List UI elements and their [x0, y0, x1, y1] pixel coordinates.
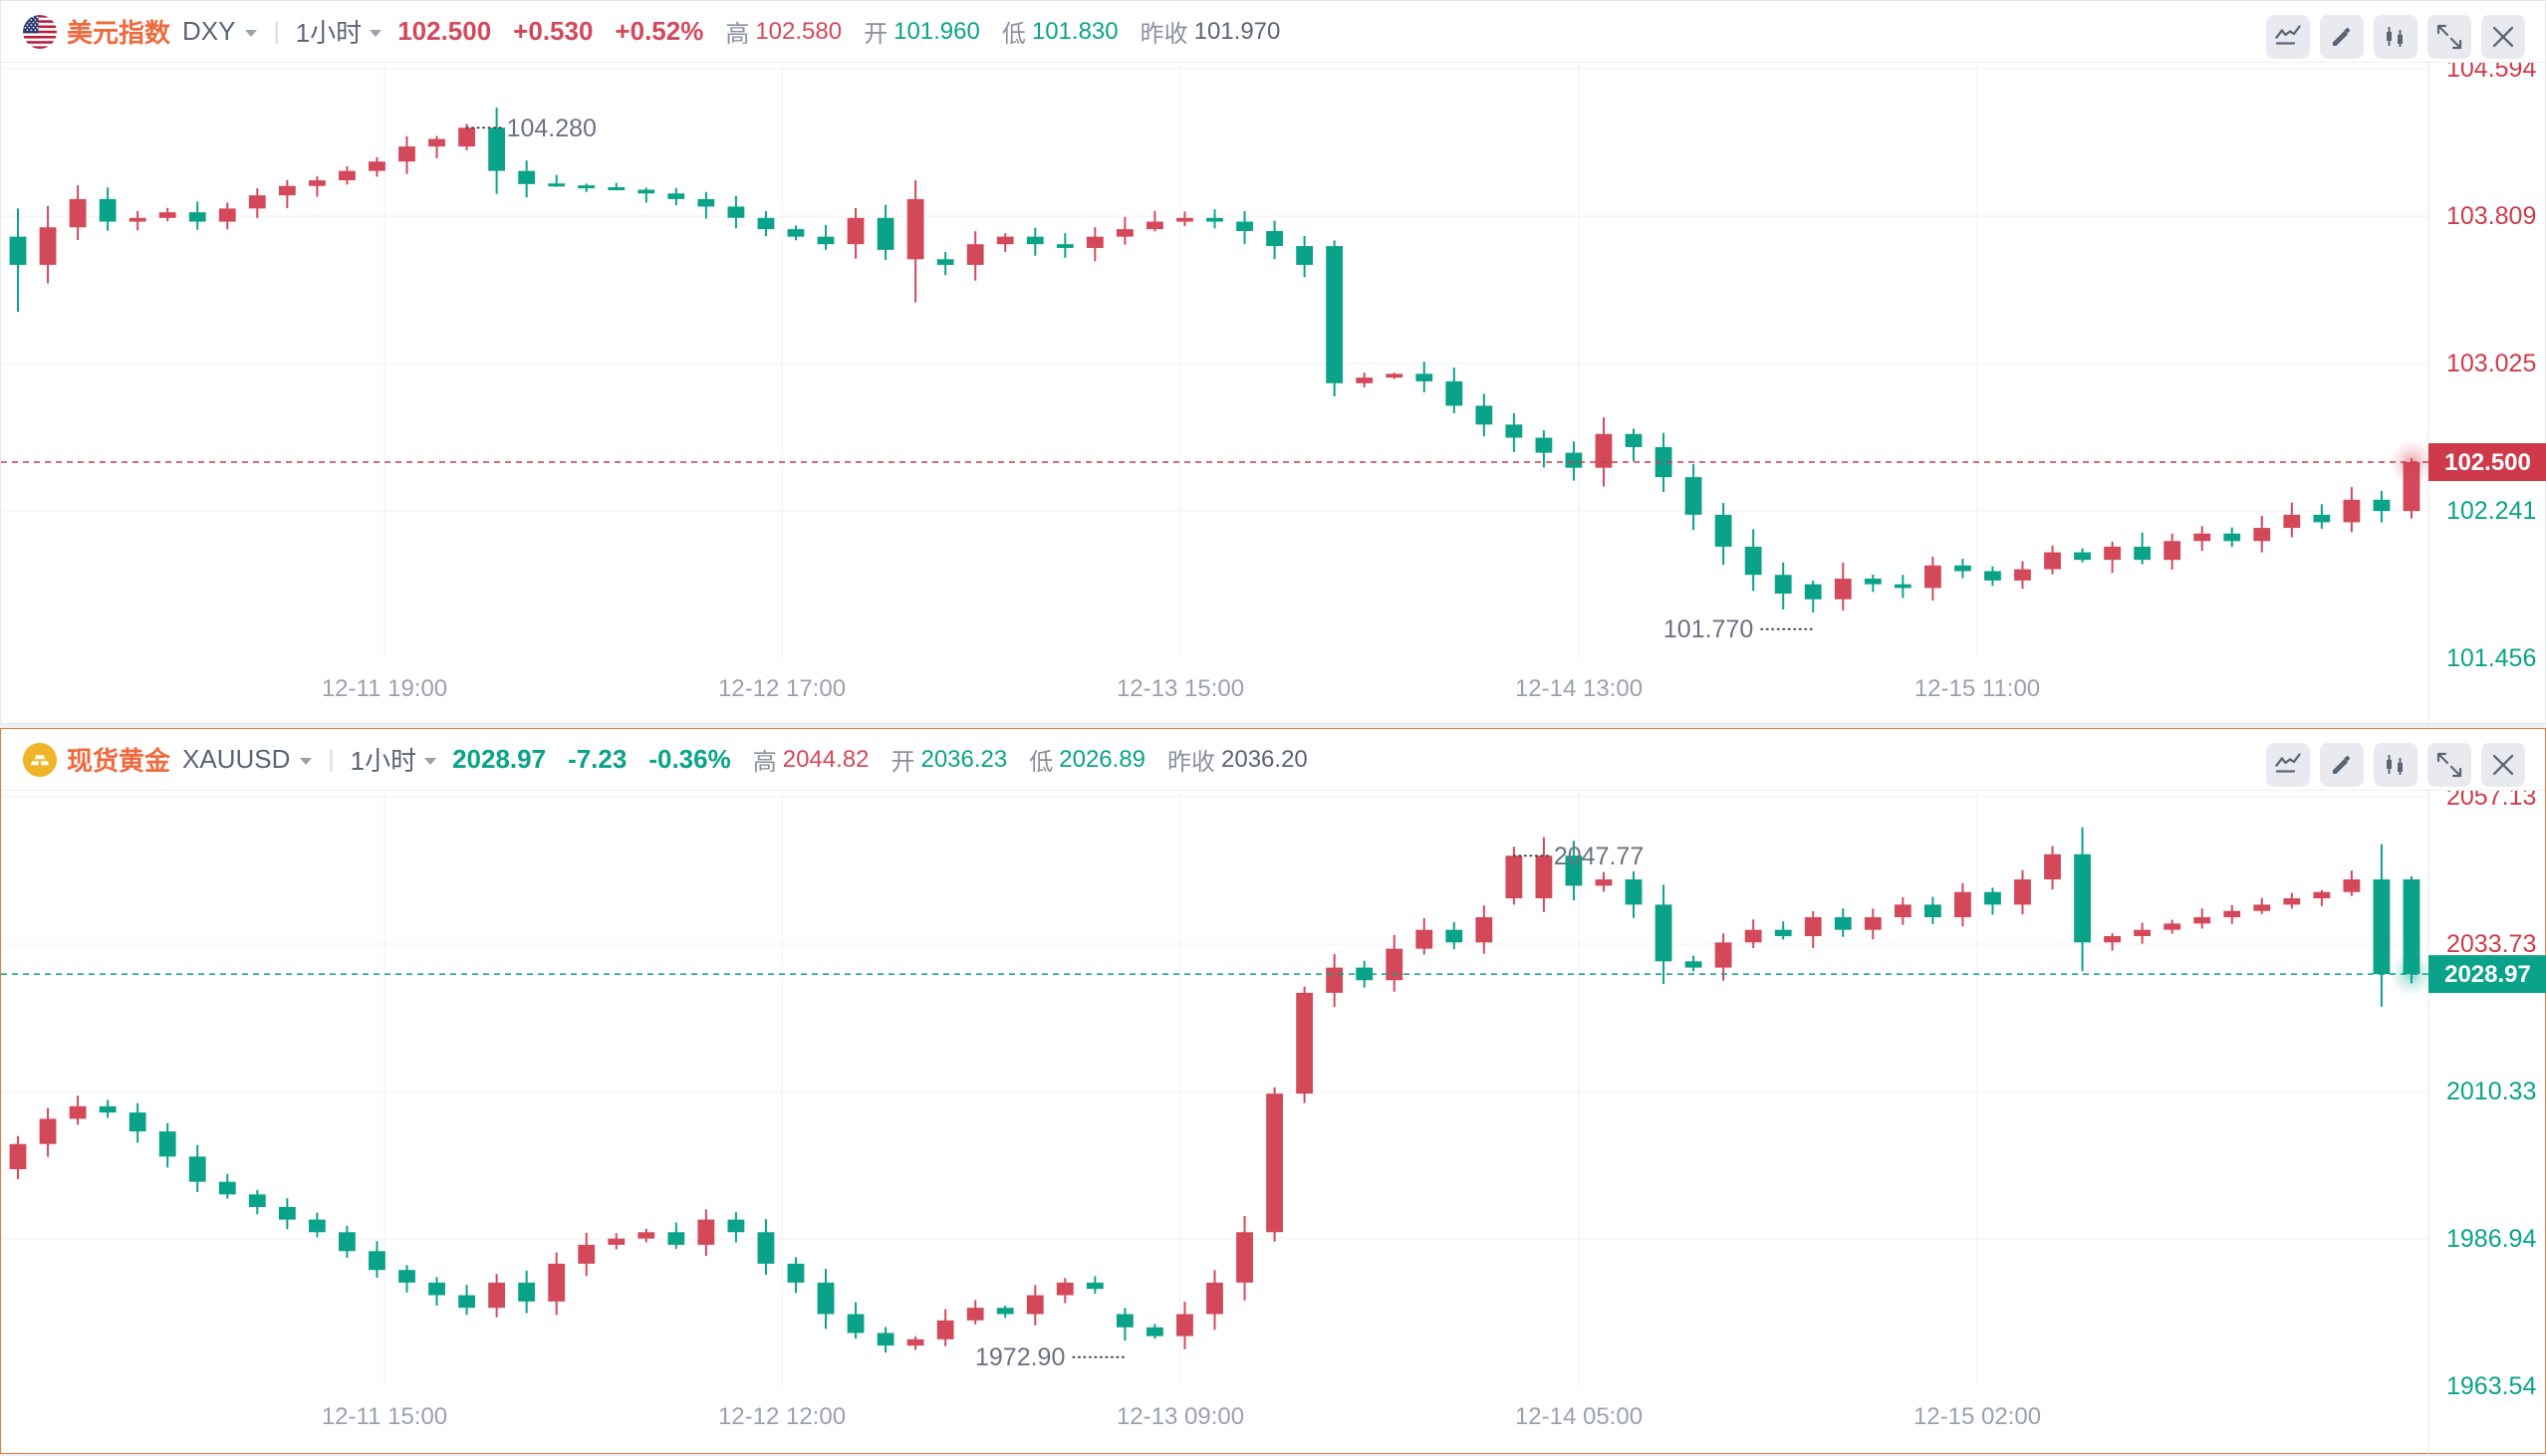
svg-text:103.809: 103.809 [2446, 202, 2536, 230]
svg-text:2033.73: 2033.73 [2446, 930, 2536, 958]
svg-text:2047.77: 2047.77 [1554, 843, 1644, 870]
svg-text:102.241: 102.241 [2446, 497, 2536, 525]
svg-text:12-13 09:00: 12-13 09:00 [1117, 1403, 1244, 1430]
svg-text:12-14 05:00: 12-14 05:00 [1515, 1403, 1643, 1430]
svg-text:101.770: 101.770 [1663, 615, 1753, 643]
svg-text:1986.94: 1986.94 [2446, 1225, 2536, 1253]
svg-text:101.456: 101.456 [2446, 644, 2536, 672]
svg-text:2010.33: 2010.33 [2446, 1078, 2536, 1105]
svg-text:12-12 12:00: 12-12 12:00 [718, 1403, 846, 1430]
svg-text:2057.13: 2057.13 [2446, 791, 2536, 811]
svg-text:12-14 13:00: 12-14 13:00 [1515, 675, 1643, 702]
svg-text:12-11 19:00: 12-11 19:00 [322, 675, 447, 702]
svg-text:1963.54: 1963.54 [2446, 1372, 2536, 1400]
svg-text:12-15 11:00: 12-15 11:00 [1914, 675, 2040, 702]
svg-text:104.594: 104.594 [2446, 63, 2536, 83]
svg-text:102.500: 102.500 [2444, 449, 2531, 476]
svg-text:104.280: 104.280 [507, 115, 597, 142]
svg-text:12-15 02:00: 12-15 02:00 [1913, 1403, 2041, 1430]
svg-text:1972.90: 1972.90 [975, 1343, 1065, 1371]
svg-text:12-12 17:00: 12-12 17:00 [718, 675, 846, 702]
svg-text:103.025: 103.025 [2446, 350, 2536, 377]
svg-text:12-11 15:00: 12-11 15:00 [322, 1403, 447, 1430]
svg-text:2028.97: 2028.97 [2444, 961, 2531, 988]
svg-text:12-13 15:00: 12-13 15:00 [1117, 675, 1244, 702]
